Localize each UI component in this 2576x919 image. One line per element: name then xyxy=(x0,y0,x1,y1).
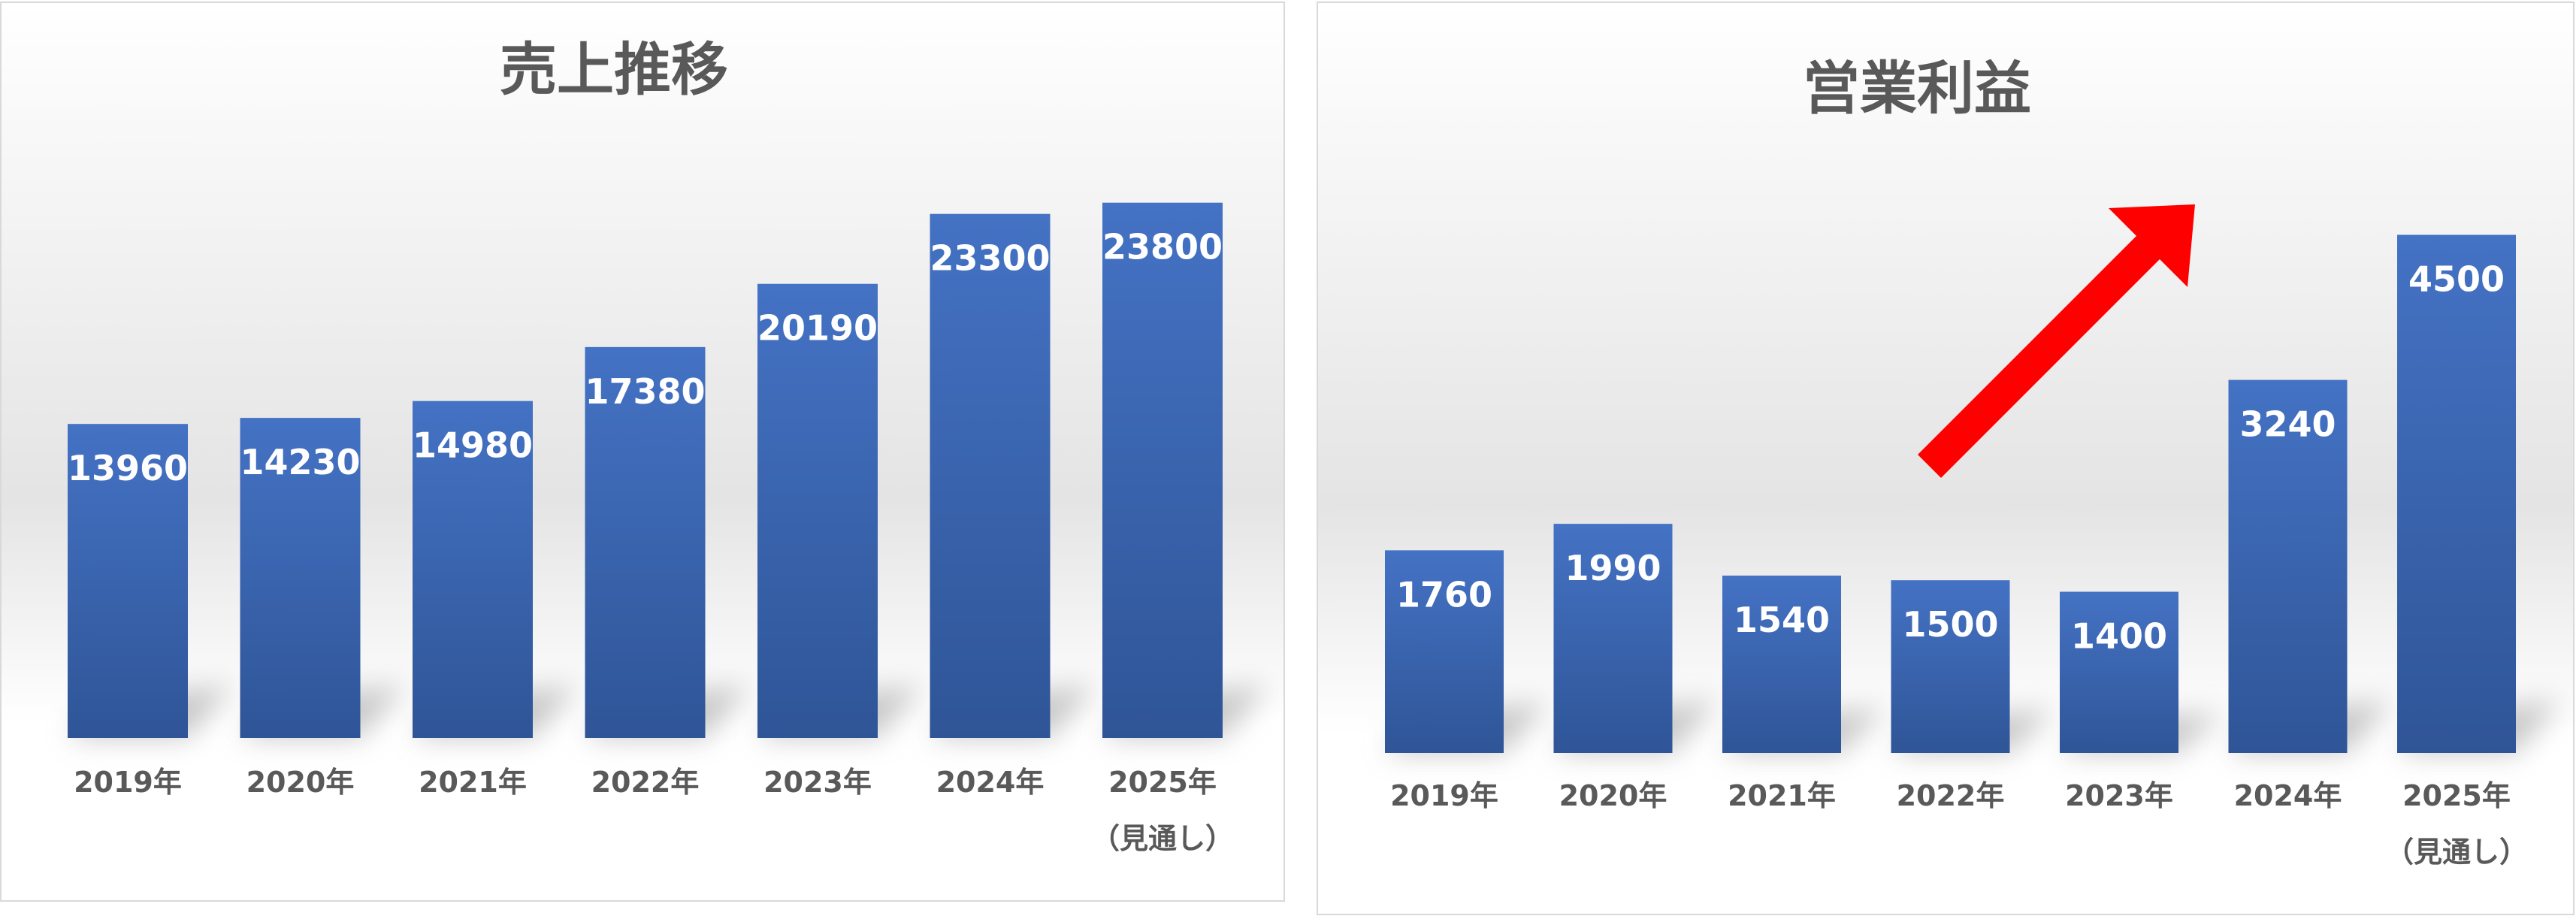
red-arrow-icon xyxy=(1918,204,2195,478)
category-label: 2021年 xyxy=(419,766,527,799)
category-label: 2025年 xyxy=(2402,779,2511,812)
bar-value-label: 13960 xyxy=(68,448,188,488)
bar-2024年 xyxy=(2228,379,2348,753)
category-label: 2022年 xyxy=(1897,779,2005,812)
bar-value-label: 1500 xyxy=(1902,604,1998,645)
category-sublabel: （見通し） xyxy=(2385,836,2528,869)
bar-2023年 xyxy=(757,283,878,738)
sales-chart: 売上推移 13960 2019年 14230 2020年 14980 2021年 17380 2… xyxy=(2,3,1283,900)
category-label: 2019年 xyxy=(74,766,182,799)
category-label: 2022年 xyxy=(591,766,700,799)
operating-profit-chart-panel: 営業利益 1760 2019年 1990 2020年 1540 2021年 1500 2022年… xyxy=(1317,2,2574,915)
bar-value-label: 1540 xyxy=(1734,600,1830,640)
chart-title: 売上推移 xyxy=(500,36,728,103)
bar-value-label: 14980 xyxy=(413,425,533,466)
bar-value-label: 23800 xyxy=(1102,227,1223,268)
sales-chart-panel: 売上推移 13960 2019年 14230 2020年 14980 2021年 17380 2… xyxy=(0,2,1285,902)
category-label: 2021年 xyxy=(1728,779,1836,812)
bar-2019年 xyxy=(1385,550,1504,753)
bar-2022年 xyxy=(585,346,706,738)
bar-value-label: 1760 xyxy=(1396,574,1492,615)
bar-value-label: 14230 xyxy=(240,442,360,482)
bar-2021年 xyxy=(413,401,533,738)
bar-2025年 xyxy=(1102,202,1223,738)
chart-title: 営業利益 xyxy=(1803,55,2031,122)
category-label: 2019年 xyxy=(1390,779,1498,812)
bar-value-label: 17380 xyxy=(585,371,705,412)
category-label: 2024年 xyxy=(2234,779,2342,812)
bar-2020年 xyxy=(240,418,361,738)
bar-2021年 xyxy=(1722,576,1841,753)
operating-profit-chart: 営業利益 1760 2019年 1990 2020年 1540 2021年 1500 2022年… xyxy=(1318,3,2573,914)
bar-value-label: 23300 xyxy=(930,238,1050,279)
bar-2020年 xyxy=(1553,524,1673,753)
category-label: 2023年 xyxy=(2065,779,2173,812)
category-label: 2020年 xyxy=(246,766,355,799)
bar-value-label: 1990 xyxy=(1565,548,1661,588)
bar-2023年 xyxy=(2060,591,2178,753)
category-sublabel: （見通し） xyxy=(1091,822,1234,855)
bar-2025年 xyxy=(2397,234,2516,753)
bar-2022年 xyxy=(1891,580,2010,753)
category-label: 2020年 xyxy=(1559,779,1667,812)
bar-value-label: 20190 xyxy=(757,308,878,349)
bar-2024年 xyxy=(930,213,1051,738)
bar-value-label: 1400 xyxy=(2071,616,2167,657)
bar-value-label: 4500 xyxy=(2408,259,2505,300)
bar-2019年 xyxy=(68,424,188,738)
bar-value-label: 3240 xyxy=(2239,404,2336,445)
category-label: 2024年 xyxy=(936,766,1045,799)
category-label: 2025年 xyxy=(1108,766,1217,799)
category-label: 2023年 xyxy=(763,766,872,799)
